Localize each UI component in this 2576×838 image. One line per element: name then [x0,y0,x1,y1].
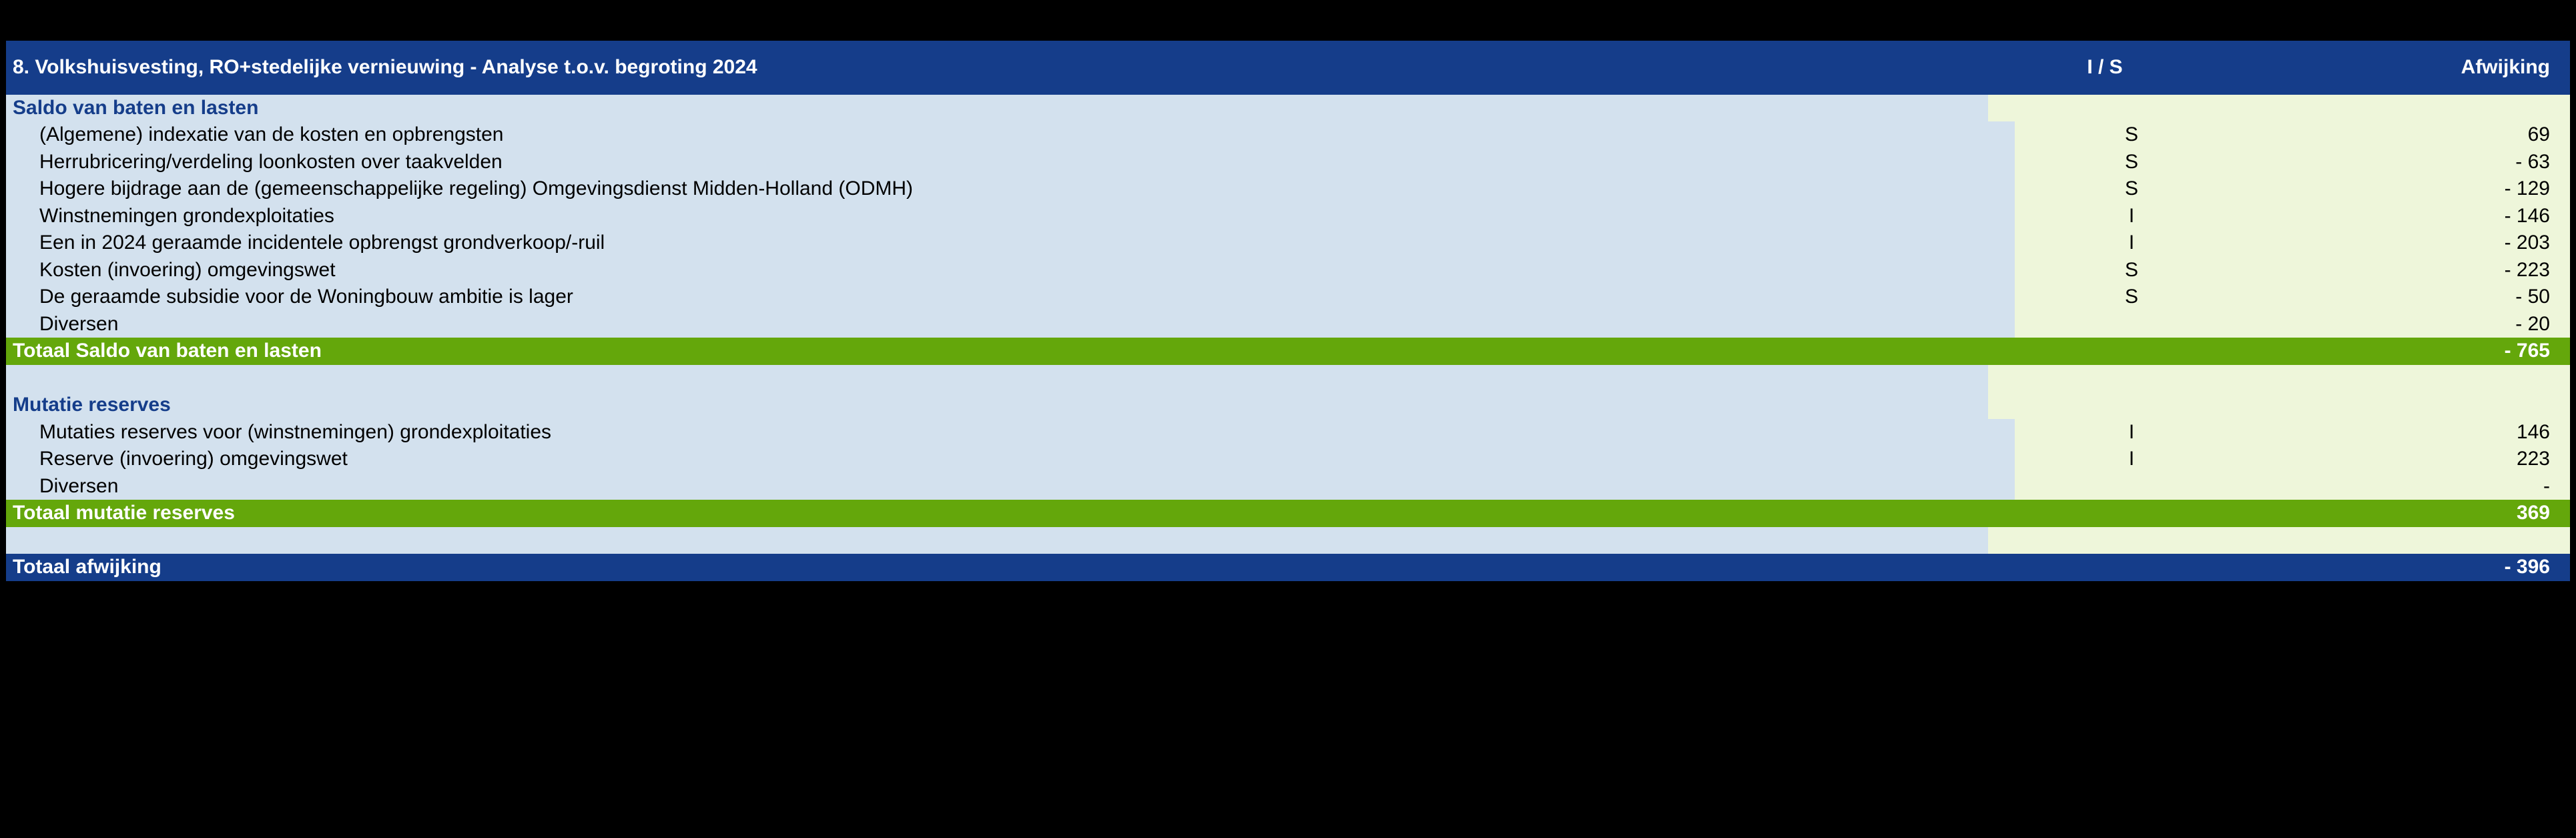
grand-total-dev: - 396 [2222,554,2570,581]
subtotal-label: Totaal Saldo van baten en lasten [6,338,1988,365]
row-label: Diversen [6,473,2015,500]
row-label: Diversen [6,311,2015,338]
subtotal-label: Totaal mutatie reserves [6,500,1988,527]
row-label: (Algemene) indexatie van de kosten en op… [6,121,2015,149]
row-is: I [2015,230,2248,257]
budget-variance-table: 8. Volkshuisvesting, RO+stedelijke verni… [5,40,2571,582]
row-dev: - 146 [2248,203,2570,230]
row-dev: - 63 [2248,149,2570,176]
table-row: Herrubricering/verdeling loonkosten over… [6,149,2570,176]
row-dev: 223 [2248,446,2570,473]
row-dev: - [2248,473,2570,500]
row-dev: 69 [2248,121,2570,149]
section-heading: Mutatie reserves [6,392,2570,419]
table-row: Reserve (invoering) omgevingswet I 223 [6,446,2570,473]
subtotal-row: Totaal Saldo van baten en lasten - 765 [6,338,2570,365]
row-label: Een in 2024 geraamde incidentele opbreng… [6,230,2015,257]
row-is: S [2015,175,2248,203]
table-row: Winstnemingen grondexploitaties I - 146 [6,203,2570,230]
row-is [2015,311,2248,338]
row-is: S [2015,284,2248,311]
section-title: Saldo van baten en lasten [6,95,1988,122]
subtotal-dev: - 765 [2222,338,2570,365]
row-label: Kosten (invoering) omgevingswet [6,257,2015,284]
subtotal-row: Totaal mutatie reserves 369 [6,500,2570,527]
row-is [2015,473,2248,500]
row-dev: - 203 [2248,230,2570,257]
row-dev: - 20 [2248,311,2570,338]
row-label: Hogere bijdrage aan de (gemeenschappelij… [6,175,2015,203]
row-dev: - 129 [2248,175,2570,203]
row-label: Winstnemingen grondexploitaties [6,203,2015,230]
row-dev: - 223 [2248,257,2570,284]
row-label: Mutaties reserves voor (winstnemingen) g… [6,419,2015,446]
header-col-is: I / S [1988,41,2222,95]
row-is: I [2015,419,2248,446]
row-label: Reserve (invoering) omgevingswet [6,446,2015,473]
row-is: S [2015,149,2248,176]
header-col-dev: Afwijking [2222,41,2570,95]
row-is: I [2015,203,2248,230]
table-header-row: 8. Volkshuisvesting, RO+stedelijke verni… [6,41,2570,95]
table-row: Diversen - [6,473,2570,500]
spacer-row [6,527,2570,554]
table-row: Mutaties reserves voor (winstnemingen) g… [6,419,2570,446]
row-dev: 146 [2248,419,2570,446]
table-row: (Algemene) indexatie van de kosten en op… [6,121,2570,149]
row-dev: - 50 [2248,284,2570,311]
row-label: Herrubricering/verdeling loonkosten over… [6,149,2015,176]
row-label: De geraamde subsidie voor de Woningbouw … [6,284,2015,311]
header-title: 8. Volkshuisvesting, RO+stedelijke verni… [6,41,1988,95]
subtotal-dev: 369 [2222,500,2570,527]
table-row: Een in 2024 geraamde incidentele opbreng… [6,230,2570,257]
table-row: Hogere bijdrage aan de (gemeenschappelij… [6,175,2570,203]
table-row: De geraamde subsidie voor de Woningbouw … [6,284,2570,311]
spacer-row [6,365,2570,392]
table-row: Kosten (invoering) omgevingswet S - 223 [6,257,2570,284]
row-is: S [2015,257,2248,284]
table-row: Diversen - 20 [6,311,2570,338]
row-is: S [2015,121,2248,149]
section-title: Mutatie reserves [6,392,1988,419]
grand-total-row: Totaal afwijking - 396 [6,554,2570,581]
grand-total-label: Totaal afwijking [6,554,1988,581]
section-heading: Saldo van baten en lasten [6,95,2570,122]
row-is: I [2015,446,2248,473]
